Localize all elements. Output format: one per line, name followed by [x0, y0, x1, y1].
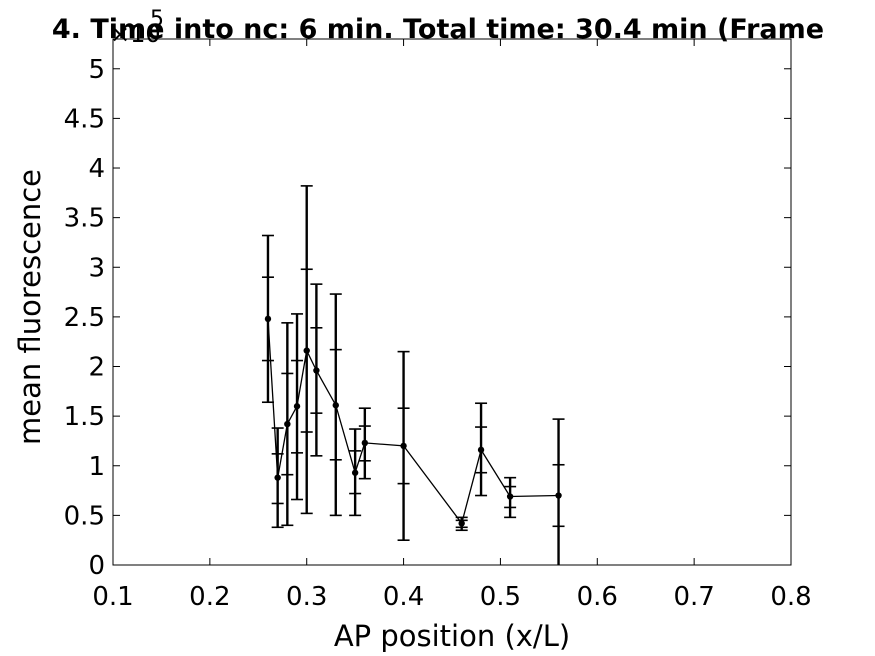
y-tick-label: 3 — [88, 253, 105, 283]
plot-frame — [112, 38, 792, 566]
y-exponent-power: 5 — [150, 7, 164, 32]
y-tick-label: 4 — [88, 154, 105, 184]
data-point — [361, 439, 369, 447]
data-point — [264, 315, 272, 323]
data-point — [332, 402, 339, 409]
y-tick-label: 1.5 — [64, 402, 105, 432]
data-point — [351, 469, 359, 476]
data-point — [555, 492, 562, 499]
y-exponent-label: ×10 — [110, 20, 161, 48]
data-point — [400, 442, 407, 450]
y-tick-label: 3.5 — [64, 204, 105, 234]
data-point — [274, 474, 281, 481]
x-axis-title: AP position (x/L) — [334, 619, 570, 653]
x-tick-label: 0.2 — [189, 582, 230, 612]
y-axis-title: mean fluorescence — [13, 169, 47, 445]
data-point — [313, 367, 320, 374]
x-tick-label: 0.4 — [383, 582, 424, 612]
series-group — [261, 185, 565, 565]
x-tick-label: 0.8 — [770, 582, 811, 612]
x-tick-label: 0.5 — [480, 582, 521, 612]
x-tick-label: 0.6 — [577, 582, 618, 612]
chart-title: 4. Time into nc: 6 min. Total time: 30.4… — [52, 14, 824, 45]
y-tick-label: 2.5 — [64, 303, 105, 333]
x-tick-label: 0.1 — [92, 582, 133, 612]
y-tick-label: 0.5 — [64, 501, 105, 531]
data-point — [477, 446, 485, 454]
data-point — [303, 347, 310, 354]
y-tick-label: 0 — [88, 551, 105, 581]
series-line — [267, 318, 559, 525]
y-tick-label: 5 — [88, 55, 105, 85]
data-point — [506, 493, 514, 500]
ticks-layer — [112, 39, 792, 566]
y-tick-labels: 0 0.5 1 1.5 2 2.5 3 3.5 4 4.5 5 — [64, 55, 105, 581]
x-tick-label: 0.7 — [673, 582, 714, 612]
x-tick-label: 0.3 — [286, 582, 327, 612]
data-point — [293, 403, 301, 410]
data-point — [458, 520, 465, 527]
y-tick-label: 2 — [88, 353, 105, 383]
series-layer — [261, 185, 565, 565]
data-point — [284, 420, 291, 428]
x-tick-labels: 0.1 0.2 0.3 0.4 0.5 0.6 0.7 0.8 — [92, 582, 811, 612]
y-tick-label: 1 — [88, 452, 105, 482]
y-tick-label: 4.5 — [64, 104, 105, 134]
